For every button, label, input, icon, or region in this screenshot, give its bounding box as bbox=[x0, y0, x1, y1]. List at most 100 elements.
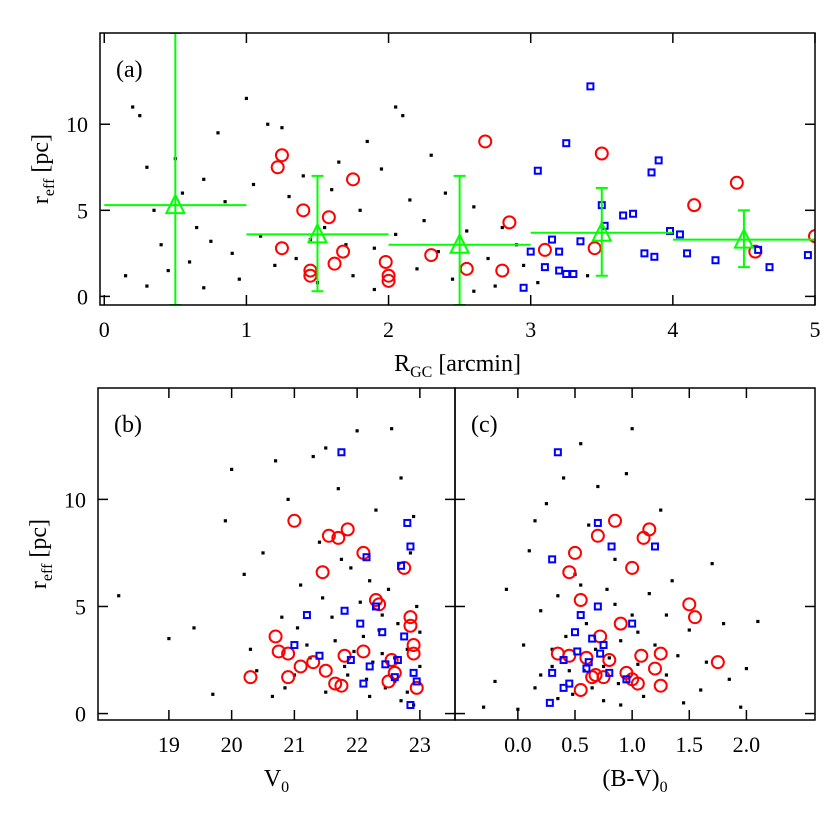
point bbox=[587, 241, 602, 256]
point bbox=[390, 673, 399, 682]
point bbox=[294, 256, 298, 261]
point bbox=[321, 596, 325, 600]
point bbox=[412, 677, 421, 686]
point bbox=[381, 660, 390, 669]
point bbox=[351, 274, 355, 278]
axis-label: V0 bbox=[264, 766, 289, 796]
point bbox=[371, 602, 380, 611]
point bbox=[223, 519, 227, 523]
point bbox=[270, 160, 285, 175]
panel-label: (c) bbox=[471, 412, 498, 438]
y-tick-label: 0 bbox=[75, 702, 86, 727]
point bbox=[521, 263, 526, 268]
point bbox=[365, 139, 369, 144]
point bbox=[324, 446, 328, 450]
point bbox=[624, 472, 629, 476]
point bbox=[337, 448, 346, 457]
x-tick-label: 1.5 bbox=[676, 732, 704, 757]
point bbox=[676, 654, 680, 658]
point bbox=[593, 647, 598, 651]
point bbox=[504, 587, 509, 591]
point bbox=[571, 692, 575, 696]
point bbox=[340, 522, 355, 537]
point bbox=[381, 268, 396, 283]
point bbox=[704, 660, 709, 664]
point bbox=[152, 208, 156, 212]
point bbox=[449, 232, 471, 254]
point bbox=[405, 647, 409, 651]
point bbox=[733, 227, 755, 249]
y-tick-label: 5 bbox=[77, 198, 88, 223]
point bbox=[211, 692, 215, 696]
x-tick-label: 1.0 bbox=[618, 732, 646, 757]
point bbox=[602, 653, 617, 668]
point bbox=[202, 177, 206, 181]
point bbox=[593, 518, 602, 527]
point bbox=[586, 82, 595, 91]
point bbox=[394, 232, 398, 237]
point bbox=[286, 497, 290, 501]
point bbox=[601, 664, 606, 669]
point bbox=[472, 289, 476, 293]
axis-label-part: (B-V) bbox=[602, 766, 659, 792]
plot-frame bbox=[97, 387, 456, 721]
point bbox=[625, 560, 640, 575]
point bbox=[561, 476, 566, 480]
point bbox=[230, 251, 234, 255]
point bbox=[372, 287, 376, 292]
point bbox=[486, 256, 490, 261]
point bbox=[344, 243, 348, 247]
point bbox=[562, 648, 577, 663]
point bbox=[283, 686, 287, 690]
point bbox=[562, 139, 571, 148]
point bbox=[274, 241, 289, 256]
point bbox=[359, 679, 368, 688]
x-tick-label: 3 bbox=[525, 317, 536, 342]
axis-label-part: [pc] bbox=[26, 519, 52, 564]
point bbox=[550, 664, 554, 669]
point bbox=[274, 148, 289, 163]
point bbox=[315, 565, 330, 580]
point bbox=[521, 643, 526, 647]
point bbox=[630, 427, 634, 431]
axis-label-part: r bbox=[28, 196, 54, 204]
point bbox=[409, 680, 424, 695]
point bbox=[675, 230, 684, 239]
point bbox=[337, 648, 352, 663]
point bbox=[590, 686, 594, 690]
point bbox=[519, 283, 528, 292]
x-tick-label: 2.0 bbox=[733, 732, 761, 757]
point bbox=[399, 699, 403, 703]
x-tick-label: 0.5 bbox=[561, 732, 589, 757]
point bbox=[393, 656, 402, 665]
point bbox=[145, 284, 149, 288]
point bbox=[573, 647, 582, 656]
plot-area bbox=[104, 33, 815, 305]
point bbox=[424, 248, 439, 263]
point bbox=[682, 597, 697, 612]
x-tick-label: 22 bbox=[346, 732, 368, 757]
plot-area bbox=[481, 427, 760, 711]
point bbox=[711, 256, 720, 265]
point bbox=[315, 651, 324, 660]
point bbox=[681, 701, 686, 705]
point bbox=[559, 683, 568, 692]
point bbox=[653, 646, 668, 661]
point bbox=[536, 281, 540, 285]
point bbox=[331, 530, 346, 545]
point bbox=[418, 630, 422, 634]
axis-label-part: [arcmin] bbox=[432, 351, 521, 377]
point bbox=[651, 542, 659, 551]
point bbox=[415, 604, 419, 609]
point bbox=[248, 647, 253, 651]
point bbox=[555, 266, 564, 275]
point bbox=[636, 630, 640, 634]
point bbox=[803, 251, 812, 260]
point bbox=[287, 513, 302, 528]
point bbox=[596, 649, 605, 658]
point bbox=[548, 555, 557, 564]
point bbox=[403, 610, 418, 625]
point bbox=[567, 669, 571, 673]
point bbox=[533, 519, 537, 523]
